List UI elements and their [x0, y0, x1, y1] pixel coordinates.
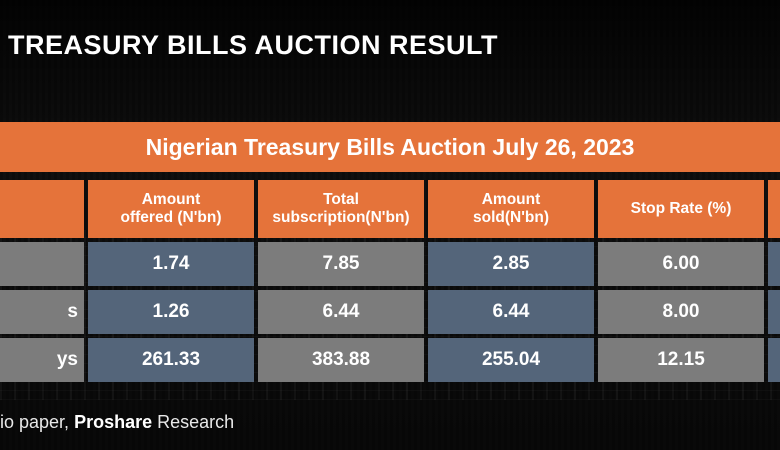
row-1-cutoff — [768, 242, 780, 286]
row-2-total-subscription: 6.44 — [258, 290, 424, 334]
header-stop-rate: Stop Rate (%) — [598, 180, 764, 238]
table-title: Nigerian Treasury Bills Auction July 26,… — [145, 133, 635, 160]
row-3-label: ys — [0, 338, 84, 382]
row-2-cutoff — [768, 290, 780, 334]
row-1-amount-sold: 2.85 — [428, 242, 594, 286]
row-1-stop-rate: 6.00 — [598, 242, 764, 286]
header-cell-blank — [0, 180, 84, 238]
header-cell-cutoff — [768, 180, 780, 238]
source-suffix: Research — [152, 412, 235, 432]
source-prefix: io paper, — [0, 412, 75, 432]
row-2-amount-sold: 6.44 — [428, 290, 594, 334]
source-brand: Proshare — [74, 412, 153, 432]
row-2-amount-offered: 1.26 — [88, 290, 254, 334]
source-note: io paper, Proshare Research — [0, 412, 234, 433]
header-amount-sold: Amount sold(N'bn) — [428, 180, 594, 238]
row-3-amount-sold: 255.04 — [428, 338, 594, 382]
header-amount-offered: Amount offered (N'bn) — [88, 180, 254, 238]
row-2-stop-rate: 8.00 — [598, 290, 764, 334]
row-1-amount-offered: 1.74 — [88, 242, 254, 286]
row-1-total-subscription: 7.85 — [258, 242, 424, 286]
row-3-stop-rate: 12.15 — [598, 338, 764, 382]
table-title-banner: Nigerian Treasury Bills Auction July 26,… — [0, 122, 780, 172]
row-3-amount-offered: 261.33 — [88, 338, 254, 382]
header-total-subscription: Total subscription(N'bn) — [258, 180, 424, 238]
row-1-label — [0, 242, 84, 286]
row-2-label: s — [0, 290, 84, 334]
row-3-total-subscription: 383.88 — [258, 338, 424, 382]
row-3-cutoff — [768, 338, 780, 382]
page-title: TREASURY BILLS AUCTION RESULT — [8, 30, 499, 60]
